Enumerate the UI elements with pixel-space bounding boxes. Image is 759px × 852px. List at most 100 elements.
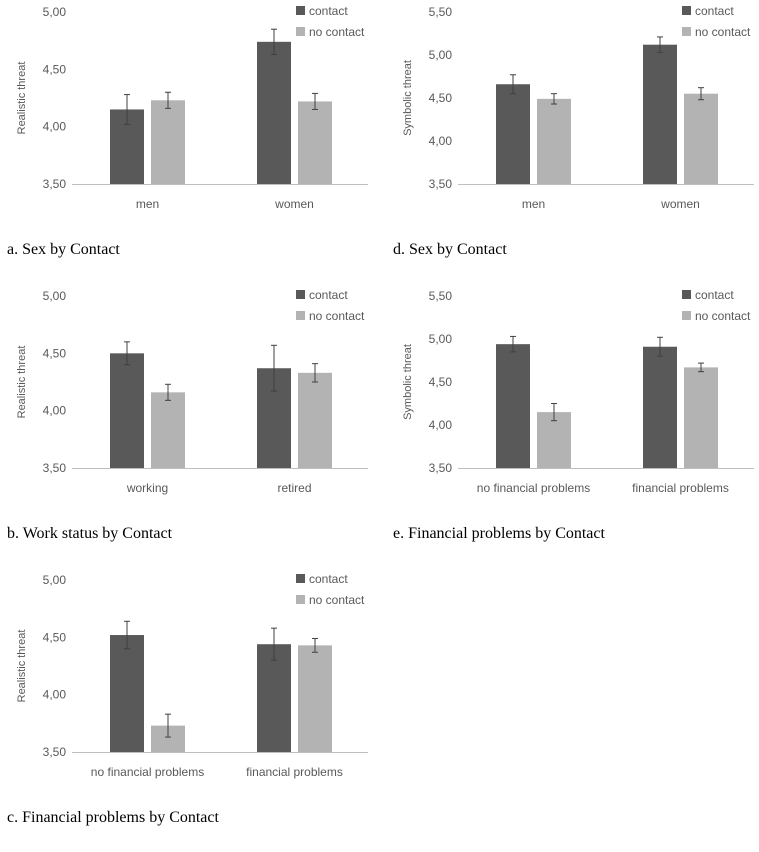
error-bar: [271, 627, 277, 661]
legend-swatch-contact: [296, 574, 305, 583]
error-bar: [312, 92, 318, 110]
x-category-label: financial problems: [246, 765, 343, 779]
y-tick-label: 4,00: [429, 418, 453, 432]
error-bar: [124, 94, 130, 125]
chart-panel-c: 3,50 4,00 4,50 5,00 Realistic threat no finan…: [0, 568, 380, 852]
y-axis-label: Realistic threat: [16, 630, 28, 703]
y-tick-label: 3,50: [43, 177, 67, 191]
bar-no-contact-financial-problems: [298, 645, 332, 752]
error-bar: [551, 403, 557, 422]
legend-swatch-no-contact: [296, 311, 305, 320]
legend-label: no contact: [309, 593, 365, 607]
y-tick-label: 4,00: [43, 120, 67, 134]
y-tick-label: 4,50: [43, 62, 67, 76]
x-category-label: retired: [277, 481, 311, 495]
legend-swatch-no-contact: [682, 27, 691, 36]
chart-d: 3,50 4,00 4,50 5,00 5,50 Symbolic threat men wo…: [402, 4, 754, 211]
y-tick-label: 3,50: [429, 177, 453, 191]
y-tick-label: 4,50: [43, 346, 67, 360]
chart-panel-e: 3,50 4,00 4,50 5,00 5,50 Symbolic threat no fi…: [386, 284, 759, 568]
error-bar: [165, 91, 171, 109]
caption-e: e. Financial problems by Contact: [393, 525, 605, 542]
bar-no-contact-working: [151, 392, 185, 468]
error-bar: [124, 620, 130, 650]
legend-label: contact: [695, 288, 734, 302]
y-tick-label: 5,00: [43, 573, 67, 587]
x-category-label: financial problems: [632, 481, 729, 495]
bar-contact-financial-problems: [257, 644, 291, 752]
bar-contact-financial-problems: [643, 346, 677, 468]
error-bar: [657, 336, 663, 357]
legend-label: contact: [309, 572, 348, 586]
bar-contact-no-financial-problems: [110, 635, 144, 752]
y-tick-label: 4,50: [429, 375, 453, 389]
legend-swatch-contact: [296, 6, 305, 15]
legend-swatch-contact: [296, 290, 305, 299]
chart-c: 3,50 4,00 4,50 5,00 Realistic threat no finan…: [16, 572, 368, 779]
y-tick-label: 3,50: [43, 745, 67, 759]
y-tick-label: 5,00: [429, 332, 453, 346]
bar-contact-working: [110, 353, 144, 468]
x-category-label: women: [660, 197, 700, 211]
legend-label: contact: [309, 4, 348, 18]
y-axis-label: Realistic threat: [16, 346, 28, 419]
x-category-label: women: [274, 197, 314, 211]
y-tick-label: 3,50: [43, 461, 67, 475]
bar-contact-women: [643, 44, 677, 185]
y-tick-label: 5,50: [429, 5, 453, 19]
error-bar: [124, 341, 130, 366]
y-tick-label: 4,00: [43, 404, 67, 418]
legend-label: no contact: [695, 309, 751, 323]
y-tick-label: 5,00: [43, 289, 67, 303]
bar-no-contact-men: [151, 100, 185, 184]
bar-no-contact-women: [684, 93, 718, 184]
bar-no-contact-no-financial-problems: [537, 412, 571, 468]
caption-a: a. Sex by Contact: [7, 241, 120, 258]
bar-no-contact-retired: [298, 372, 332, 468]
chart-b: 3,50 4,00 4,50 5,00 Realistic threat working r…: [16, 288, 368, 495]
y-tick-label: 4,00: [43, 688, 67, 702]
x-category-label: men: [522, 197, 545, 211]
chart-panel-b: 3,50 4,00 4,50 5,00 Realistic threat working r…: [0, 284, 380, 568]
caption-b: b. Work status by Contact: [7, 525, 173, 542]
caption-d: d. Sex by Contact: [393, 241, 507, 258]
bar-contact-women: [257, 41, 291, 185]
legend-swatch-contact: [682, 6, 691, 15]
bar-no-contact-financial-problems: [684, 367, 718, 468]
caption-c: c. Financial problems by Contact: [7, 809, 219, 826]
y-tick-label: 5,00: [43, 5, 67, 19]
x-category-label: no financial problems: [477, 481, 590, 495]
error-bar: [551, 93, 557, 105]
x-category-label: working: [126, 481, 168, 495]
x-category-label: men: [136, 197, 159, 211]
bar-contact-no-financial-problems: [496, 344, 530, 468]
error-bar: [271, 28, 277, 55]
error-bar: [510, 74, 516, 95]
bar-no-contact-women: [298, 101, 332, 184]
chart-a: 3,50 4,00 4,50 5,00 Realistic threat men women…: [16, 4, 368, 211]
legend-swatch-no-contact: [682, 311, 691, 320]
chart-panel-d: 3,50 4,00 4,50 5,00 5,50 Symbolic threat men wo…: [386, 0, 759, 284]
legend-label: no contact: [695, 25, 751, 39]
x-category-label: no financial problems: [91, 765, 204, 779]
y-tick-label: 4,50: [43, 630, 67, 644]
legend-label: contact: [695, 4, 734, 18]
y-axis-label: Realistic threat: [16, 62, 28, 135]
bar-contact-men: [496, 84, 530, 184]
error-bar: [312, 363, 318, 383]
error-bar: [698, 87, 704, 101]
y-tick-label: 5,50: [429, 289, 453, 303]
legend-label: no contact: [309, 25, 365, 39]
y-tick-label: 4,50: [429, 91, 453, 105]
y-tick-label: 5,00: [429, 48, 453, 62]
error-bar: [312, 637, 318, 653]
error-bar: [657, 36, 663, 53]
legend-label: contact: [309, 288, 348, 302]
error-bar: [165, 383, 171, 401]
y-axis-label: Symbolic threat: [402, 344, 414, 420]
chart-panel-a: 3,50 4,00 4,50 5,00 Realistic threat men women…: [0, 0, 380, 284]
error-bar: [510, 335, 516, 353]
bar-no-contact-men: [537, 98, 571, 184]
error-bar: [165, 713, 171, 738]
error-bar: [271, 344, 277, 392]
